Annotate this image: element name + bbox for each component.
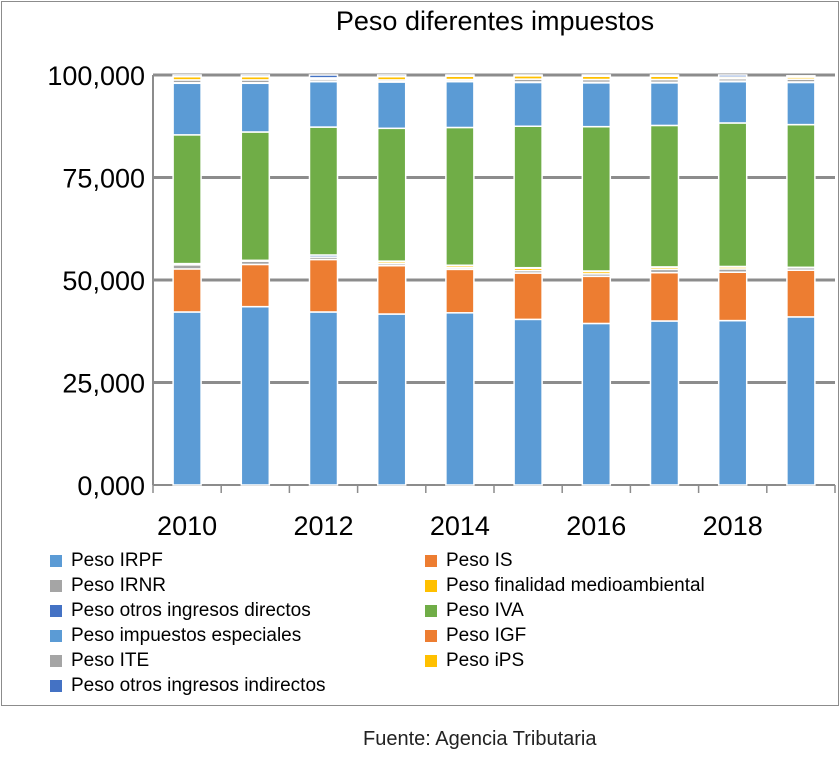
bar-segment-peso-otros-ingresos-indirectos-2012 xyxy=(308,74,339,79)
bar-segment-peso-impuestos-especiales-2012 xyxy=(308,80,339,128)
bar-segment-peso-iva-2010 xyxy=(172,134,202,265)
legend-item: Peso IRNR xyxy=(50,573,326,598)
bar-segment-peso-is-2017 xyxy=(649,271,680,322)
bar-segment-peso-is-2013 xyxy=(376,264,407,315)
bar-segment-peso-impuestos-especiales-2013 xyxy=(376,81,407,130)
legend-label: Peso IRNR xyxy=(71,574,167,596)
legend-swatch xyxy=(50,679,62,692)
bar-segment-peso-impuestos-especiales-2010 xyxy=(172,82,202,136)
bar-segment-peso-is-2016 xyxy=(581,275,612,325)
bar-segment-peso-irpf-2017 xyxy=(649,320,680,486)
y-tick-label: 25,000 xyxy=(62,369,145,399)
legend-swatch xyxy=(425,654,437,667)
legend-label: Peso otros ingresos indirectos xyxy=(71,674,326,696)
bar-segment-peso-otros-ingresos-indirectos-2014 xyxy=(445,74,475,77)
bar-segment-peso-otros-ingresos-indirectos-2011 xyxy=(240,74,271,78)
bar-segment-peso-otros-ingresos-indirectos-2013 xyxy=(376,74,407,78)
legend-item: Peso otros ingresos directos xyxy=(50,598,326,623)
chart-title: Peso diferentes impuestos xyxy=(336,6,654,36)
legend-item: Peso IS xyxy=(425,548,705,573)
legend-label: Peso finalidad medioambiental xyxy=(446,574,705,596)
legend-label: Peso IRPF xyxy=(71,549,163,571)
legend-item: Peso impuestos especiales xyxy=(50,623,326,648)
legend-swatch xyxy=(50,604,62,617)
y-tick-label: 75,000 xyxy=(62,164,145,194)
bar-segment-peso-irpf-2015 xyxy=(513,318,543,486)
bar-segment-peso-is-2010 xyxy=(172,268,202,313)
x-tick-label: 2014 xyxy=(430,511,490,541)
bar-segment-peso-irpf-2014 xyxy=(445,312,475,486)
legend-label: Peso IVA xyxy=(446,599,524,621)
legend-item: Peso otros ingresos indirectos xyxy=(50,673,326,698)
bar-segment-peso-iva-2011 xyxy=(240,131,271,262)
legend-swatch xyxy=(425,604,437,617)
source-note: Fuente: Agencia Tributaria xyxy=(363,728,597,750)
legend-label: Peso IGF xyxy=(446,624,527,646)
bar-segment-peso-impuestos-especiales-2011 xyxy=(240,82,271,133)
bar-segment-peso-is-2012 xyxy=(308,258,339,313)
chart-frame xyxy=(1,1,839,706)
legend-swatch xyxy=(425,554,437,567)
bar-segment-peso-irpf-2013 xyxy=(376,313,407,486)
bar-segment-peso-iva-2014 xyxy=(445,126,475,266)
x-tick-label: 2012 xyxy=(293,511,353,541)
legend-swatch xyxy=(50,629,62,642)
legend-swatch xyxy=(50,579,62,592)
legend-label: Peso otros ingresos directos xyxy=(71,599,311,621)
x-tick-label: 2016 xyxy=(566,511,626,541)
legend-label: Peso impuestos especiales xyxy=(71,624,302,646)
bar-segment-peso-impuestos-especiales-2015 xyxy=(513,81,543,127)
bar-segment-peso-irpf-2010 xyxy=(172,311,202,486)
y-tick-label: 50,000 xyxy=(62,266,145,296)
bar-segment-peso-is-2018 xyxy=(717,271,748,322)
legend-label: Peso ITE xyxy=(71,649,150,671)
bar-segment-peso-is-2019 xyxy=(786,269,816,318)
legend-right: Peso IS Peso finalidad medioambiental Peso… xyxy=(425,548,705,673)
stacked-bar-chart: Peso diferentes impuestos 0,000 25,000 50,0… xyxy=(47,6,836,541)
bar-segment-peso-otros-ingresos-indirectos-2017 xyxy=(649,74,680,77)
legend-item: Peso iPS xyxy=(425,648,705,673)
bar-segment-peso-otros-ingresos-indirectos-2019 xyxy=(786,75,816,78)
bar-segment-peso-impuestos-especiales-2019 xyxy=(786,81,816,126)
x-tick-label: 2010 xyxy=(157,511,217,541)
bar-segment-peso-otros-ingresos-indirectos-2018 xyxy=(717,74,748,78)
bar-segment-peso-irpf-2016 xyxy=(581,322,612,486)
bar-segment-peso-iva-2013 xyxy=(376,127,407,262)
bar-segment-peso-irpf-2011 xyxy=(240,305,271,486)
x-tick-label: 2018 xyxy=(703,511,763,541)
legend-item: Peso IRPF xyxy=(50,548,326,573)
legend-swatch xyxy=(50,654,62,667)
legend-item: Peso IVA xyxy=(425,598,705,623)
legend-item: Peso ITE xyxy=(50,648,326,673)
bar-segment-peso-iva-2017 xyxy=(649,124,680,268)
bar-segment-peso-irpf-2012 xyxy=(308,311,339,486)
bar-segment-peso-is-2011 xyxy=(240,263,271,308)
bar-segment-peso-otros-ingresos-indirectos-2016 xyxy=(581,74,612,77)
bar-segment-peso-impuestos-especiales-2017 xyxy=(649,82,680,127)
bar-segment-peso-otros-ingresos-indirectos-2015 xyxy=(513,74,543,77)
bar-segment-peso-iva-2019 xyxy=(786,123,816,269)
legend-item: Peso finalidad medioambiental xyxy=(425,573,705,598)
bar-segment-peso-iva-2015 xyxy=(513,125,543,269)
bar-segment-peso-iva-2018 xyxy=(717,122,748,268)
legend-label: Peso IS xyxy=(446,549,513,571)
y-tick-label: 100,000 xyxy=(47,61,145,91)
bar-segment-peso-impuestos-especiales-2018 xyxy=(717,80,748,124)
bar-segment-peso-impuestos-especiales-2016 xyxy=(581,82,612,128)
bar-segment-peso-irpf-2018 xyxy=(717,319,748,486)
legend-item: Peso IGF xyxy=(425,623,705,648)
y-tick-label: 0,000 xyxy=(77,471,145,501)
bar-segment-peso-is-2014 xyxy=(445,268,475,314)
bar-segment-peso-irpf-2019 xyxy=(786,316,816,486)
legend-left: Peso IRPF Peso IRNR Peso otros ingresos di… xyxy=(50,548,326,698)
legend-swatch xyxy=(50,554,62,567)
bar-segment-peso-otros-ingresos-indirectos-2010 xyxy=(172,74,202,78)
bar-segment-peso-is-2015 xyxy=(513,272,543,321)
legend-swatch xyxy=(425,579,437,592)
bar-segment-peso-iva-2012 xyxy=(308,126,339,256)
legend-swatch xyxy=(425,629,437,642)
bar-segment-peso-iva-2016 xyxy=(581,125,612,272)
legend-label: Peso iPS xyxy=(446,649,525,671)
bar-segment-peso-impuestos-especiales-2014 xyxy=(445,80,475,129)
